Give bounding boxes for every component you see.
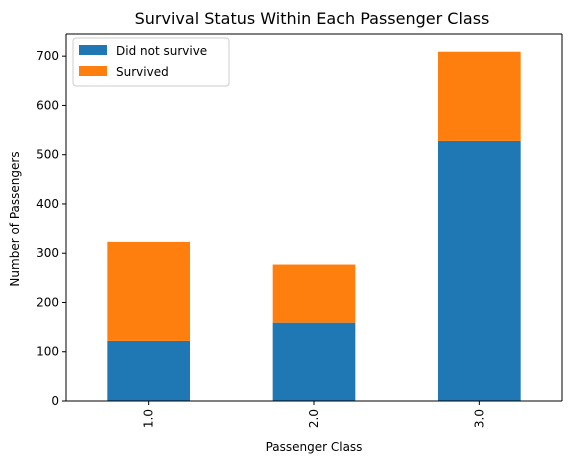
legend-label: Survived bbox=[116, 65, 169, 79]
legend-swatch bbox=[79, 45, 107, 55]
y-tick-label: 200 bbox=[36, 295, 59, 309]
y-tick-label: 100 bbox=[36, 345, 59, 359]
y-axis-label: Number of Passengers bbox=[8, 151, 22, 286]
y-tick-label: 400 bbox=[36, 197, 59, 211]
x-tick-label: 2.0 bbox=[307, 409, 321, 428]
x-axis-label: Passenger Class bbox=[266, 440, 363, 454]
bar-survived-1 bbox=[107, 241, 190, 341]
legend-label: Did not survive bbox=[116, 44, 207, 58]
x-tick-label: 1.0 bbox=[142, 409, 156, 428]
y-tick-label: 700 bbox=[36, 49, 59, 63]
axes-group: 0 100 200 300 400 500 600 700 1.0 2.0 3.0 bbox=[36, 33, 563, 428]
bar-did-not-survive-3 bbox=[438, 140, 521, 401]
legend-swatch bbox=[79, 66, 107, 76]
legend: Did not survive Survived bbox=[72, 37, 230, 87]
legend-frame bbox=[72, 37, 230, 87]
bar-did-not-survive-2 bbox=[272, 322, 356, 401]
y-tick-label: 600 bbox=[36, 98, 59, 112]
x-tick-label: 3.0 bbox=[472, 409, 486, 428]
bars-group bbox=[107, 51, 521, 401]
y-tick-label: 300 bbox=[36, 246, 59, 260]
bar-did-not-survive-1 bbox=[107, 340, 190, 401]
chart-title: Survival Status Within Each Passenger Cl… bbox=[135, 9, 490, 28]
y-tick-label: 0 bbox=[51, 394, 59, 408]
bar-survived-2 bbox=[272, 264, 356, 323]
y-tick-label: 500 bbox=[36, 148, 59, 162]
bar-survived-3 bbox=[438, 51, 521, 141]
